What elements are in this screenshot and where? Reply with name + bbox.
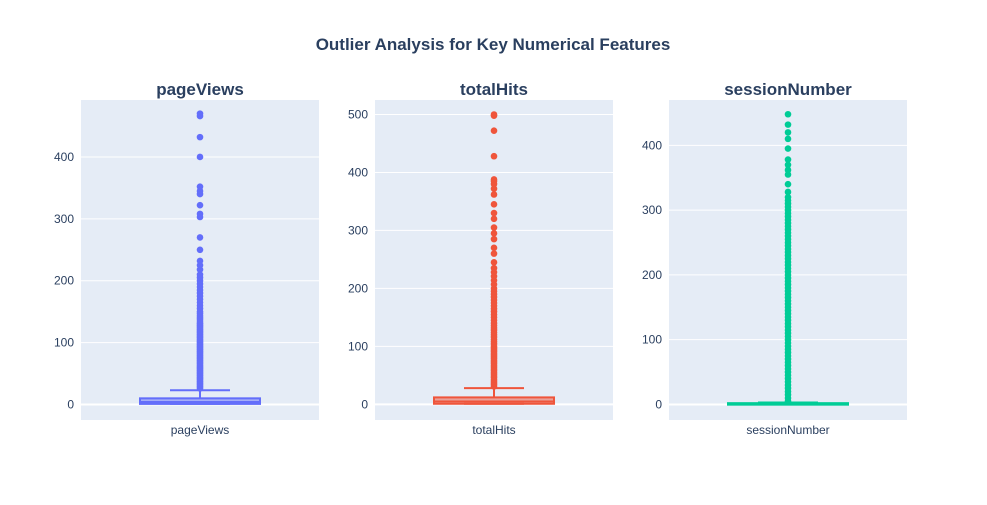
outlier-point [490, 111, 498, 118]
y-tick-label: 200 [54, 274, 74, 288]
outlier-point [196, 234, 204, 241]
subplot-title: sessionNumber [724, 80, 852, 99]
y-tick-label: 300 [642, 203, 662, 217]
outlier-point [490, 224, 498, 231]
outlier-point [784, 188, 792, 196]
outlier-point [196, 257, 204, 265]
outlier-point [196, 271, 204, 278]
y-tick-label: 200 [348, 281, 368, 295]
outlier-point [490, 191, 498, 198]
outlier-point [196, 133, 204, 141]
y-tick-label: 200 [642, 268, 662, 282]
outlier-point [490, 185, 498, 192]
outlier-point [784, 180, 792, 188]
panel-pageViews: 0 100 200 300 400 pageViews pageViews [54, 80, 319, 437]
y-tick-label: 100 [642, 333, 662, 347]
y-tick-label: 100 [348, 339, 368, 353]
outlier-point [784, 121, 792, 128]
outlier-point [784, 193, 792, 201]
y-tick-label: 100 [54, 336, 74, 350]
y-tick-label: 300 [54, 212, 74, 226]
outlier-point [490, 244, 498, 252]
x-tick-label: totalHits [472, 423, 515, 437]
y-tick-label: 0 [361, 397, 368, 411]
chart-title: Outlier Analysis for Key Numerical Featu… [316, 35, 671, 54]
subplot-title: pageViews [156, 80, 244, 99]
outlier-point [490, 230, 498, 237]
y-tick-label: 0 [67, 398, 74, 412]
outlier-point [784, 156, 792, 163]
outlier-point [196, 210, 204, 218]
outlier-point [784, 145, 792, 152]
outlier-point [196, 201, 204, 209]
outlier-point [490, 152, 498, 160]
outlier-point [490, 259, 498, 266]
outlier-point [490, 215, 498, 223]
outlier-point [784, 135, 792, 143]
outlier-point [490, 235, 498, 243]
outlier-point [490, 264, 498, 272]
outlier-point [196, 153, 204, 161]
y-tick-label: 400 [54, 150, 74, 164]
y-tick-label: 0 [655, 397, 662, 411]
outlier-point [490, 209, 498, 217]
panel-totalHits: 0 100 200 300 400 500 totalHits totalHits [348, 80, 613, 437]
outlier-point [490, 250, 498, 257]
y-tick-label: 400 [642, 138, 662, 152]
x-tick-label: pageViews [171, 423, 230, 437]
outlier-point [784, 110, 792, 118]
outlier-point [784, 129, 792, 136]
y-tick-label: 400 [348, 165, 368, 179]
x-tick-label: sessionNumber [746, 423, 829, 437]
outlier-point [490, 201, 498, 208]
panel-sessionNumber: 0 100 200 300 400 sessionNumber sessionNumber [642, 80, 907, 437]
outlier-point [784, 171, 792, 178]
y-tick-label: 500 [348, 107, 368, 121]
outlier-point [784, 161, 792, 169]
outlier-point [196, 246, 204, 254]
outlier-point [196, 183, 204, 190]
subplot-title: totalHits [460, 80, 528, 99]
outlier-point [490, 127, 498, 135]
y-tick-label: 300 [348, 223, 368, 237]
outlier-point [490, 176, 498, 183]
outlier-point [196, 110, 204, 117]
outlier-point [784, 166, 792, 174]
